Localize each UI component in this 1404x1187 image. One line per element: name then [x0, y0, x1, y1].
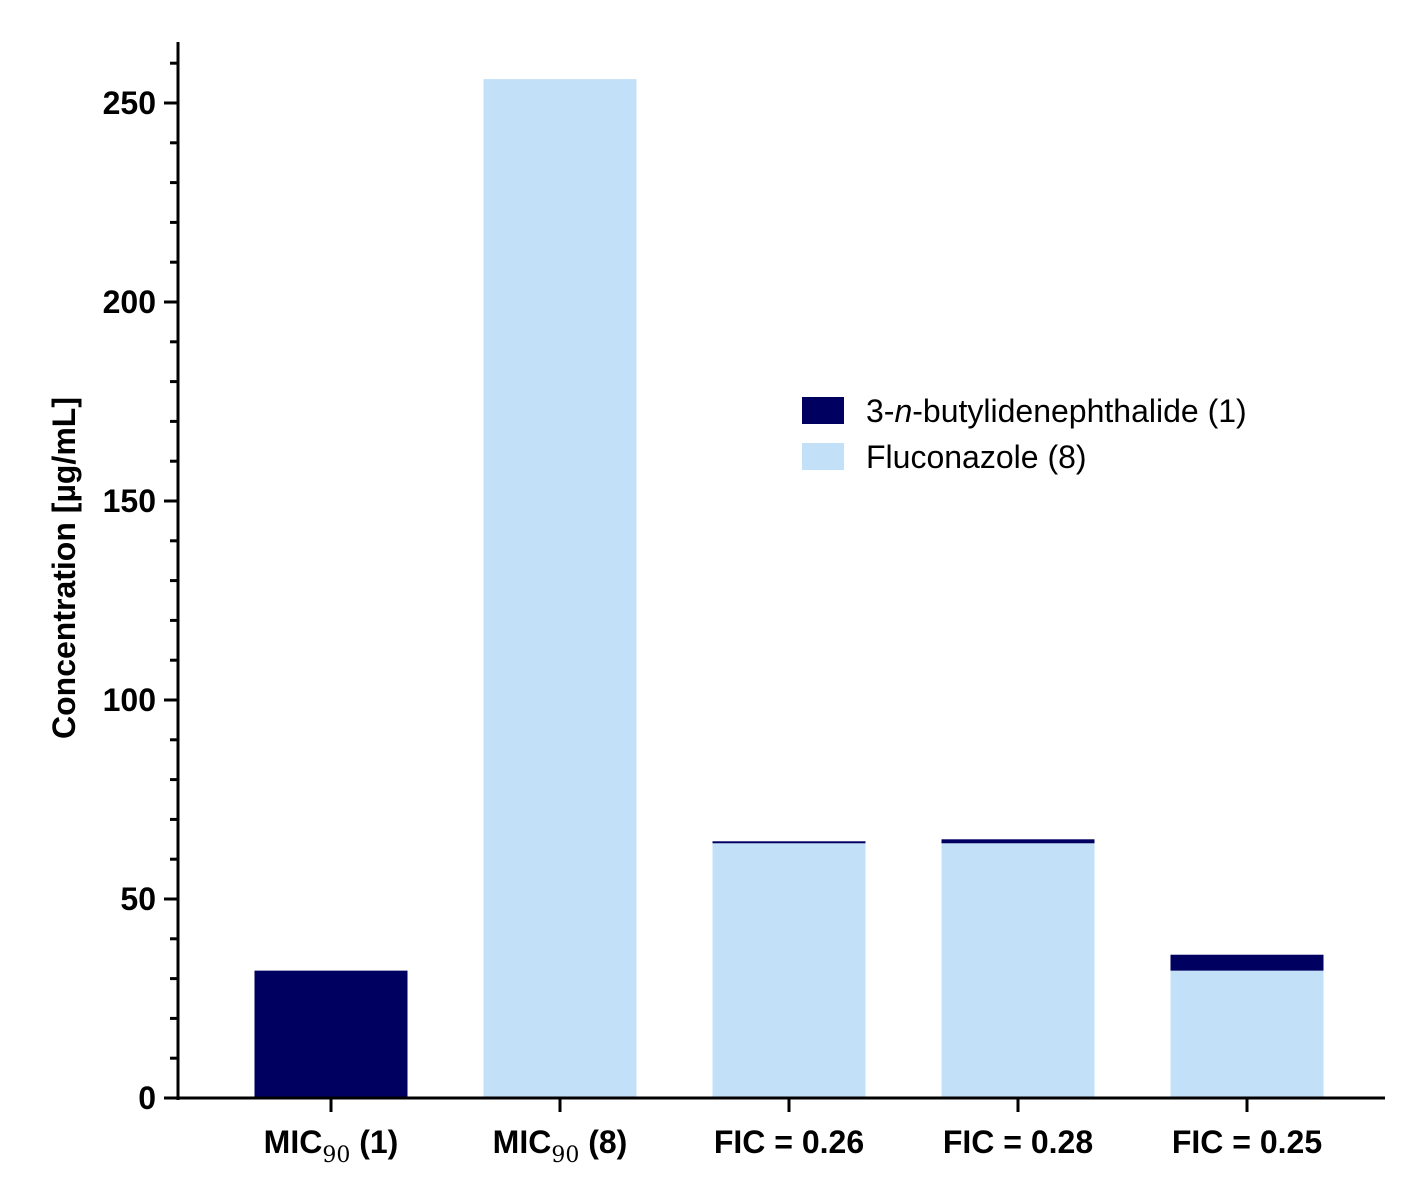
x-tick-label: FIC = 0.26 [714, 1124, 864, 1160]
x-tick-label: FIC = 0.25 [1172, 1124, 1322, 1160]
legend: 3-n-butylidenephthalide (1) Fluconazole (… [802, 393, 1247, 475]
y-tick-label: 0 [138, 1080, 156, 1116]
legend-label: Fluconazole (8) [866, 439, 1087, 475]
x-tick-label: MIC90 (8) [493, 1124, 628, 1168]
x-tick-label: FIC = 0.28 [943, 1124, 1093, 1160]
y-tick-label: 250 [103, 85, 156, 121]
bar-fluconazole [712, 843, 866, 1098]
x-tick-label: MIC90 (1) [264, 1124, 399, 1168]
legend-swatch [802, 443, 844, 470]
bar-butylidenephthalide [712, 841, 866, 844]
y-tick-label: 200 [103, 284, 156, 320]
bar-butylidenephthalide [254, 970, 408, 1098]
y-ticks: 0 50 100 150 200 250 [103, 61, 178, 1116]
y-axis-title: Concentration [µg/mL] [46, 397, 82, 739]
bar-fluconazole [483, 79, 637, 1099]
y-tick-label: 100 [103, 682, 156, 718]
axes-layer [176, 42, 1385, 1100]
bar-fluconazole [1170, 970, 1324, 1098]
y-tick-label: 150 [103, 483, 156, 519]
bar-butylidenephthalide [941, 839, 1095, 844]
bar-butylidenephthalide [1170, 954, 1324, 971]
bar-fluconazole [941, 843, 1095, 1098]
legend-label: 3-n-butylidenephthalide (1) [866, 393, 1247, 429]
bars-layer [254, 79, 1324, 1099]
x-ticks: MIC90 (1) MIC90 (8) FIC = 0.26 FIC = 0.28 FI… [264, 1098, 1322, 1168]
y-tick-label: 50 [120, 881, 156, 917]
legend-swatch [802, 397, 844, 424]
